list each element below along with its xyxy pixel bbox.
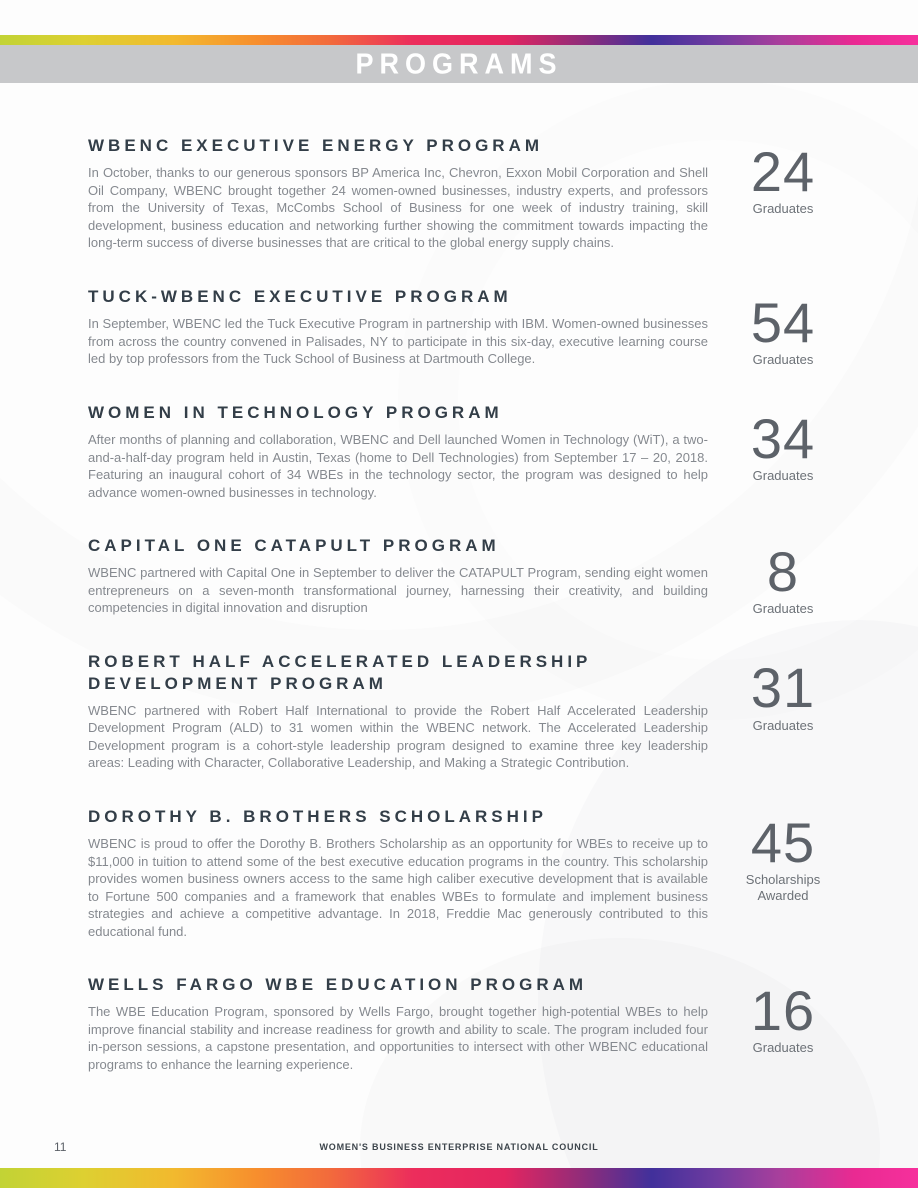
stat-label: Graduates — [752, 601, 814, 617]
program-title: WOMEN IN TECHNOLOGY PROGRAM — [88, 402, 503, 422]
program-text-column: ROBERT HALF ACCELERATED LEADERSHIP DEVEL… — [88, 651, 708, 772]
program-description: In September, WBENC led the Tuck Executi… — [88, 316, 708, 366]
program-text-column: CAPITAL ONE CATAPULT PROGRAM WBENC partn… — [88, 535, 708, 617]
program-section: WBENC EXECUTIVE ENERGY PROGRAM In Octobe… — [88, 135, 858, 252]
program-section: TUCK-WBENC EXECUTIVE PROGRAM In Septembe… — [88, 286, 858, 368]
program-stat: 45 Scholarships Awarded — [708, 806, 858, 940]
program-description: After months of planning and collaborati… — [88, 432, 708, 500]
program-stat: 34 Graduates — [708, 402, 858, 501]
page-header-banner: PROGRAMS — [0, 45, 918, 83]
program-title: CAPITAL ONE CATAPULT PROGRAM — [88, 536, 500, 556]
program-description: In October, thanks to our generous spons… — [88, 165, 708, 251]
stat-label: Graduates — [752, 201, 814, 217]
program-description: WBENC partnered with Capital One in Sept… — [88, 565, 708, 616]
program-title: WBENC EXECUTIVE ENERGY PROGRAM — [88, 136, 544, 155]
page-title: PROGRAMS — [355, 47, 563, 80]
program-section: WOMEN IN TECHNOLOGY PROGRAM After months… — [88, 402, 858, 501]
program-section: WELLS FARGO WBE EDUCATION PROGRAM The WB… — [88, 974, 858, 1073]
program-stat: 8 Graduates — [708, 535, 858, 617]
program-description: WBENC partnered with Robert Half Interna… — [88, 702, 708, 771]
rainbow-accent-bar-bottom — [0, 1168, 918, 1188]
program-stat: 31 Graduates — [708, 651, 858, 772]
programs-list: WBENC EXECUTIVE ENERGY PROGRAM In Octobe… — [0, 83, 918, 1107]
program-text-column: WBENC EXECUTIVE ENERGY PROGRAM In Octobe… — [88, 135, 708, 252]
program-stat: 16 Graduates — [708, 974, 858, 1073]
program-title: DOROTHY B. BROTHERS SCHOLARSHIP — [88, 806, 547, 826]
rainbow-accent-bar-top — [0, 35, 918, 45]
page-footer: 11 WOMEN'S BUSINESS ENTERPRISE NATIONAL … — [0, 1138, 918, 1160]
stat-label: Graduates — [752, 717, 814, 733]
stat-value: 45 — [750, 810, 816, 874]
stat-label: Graduates — [752, 468, 814, 484]
program-section: CAPITAL ONE CATAPULT PROGRAM WBENC partn… — [88, 535, 858, 617]
stat-value: 8 — [766, 540, 800, 604]
stat-value: 16 — [750, 979, 816, 1043]
program-text-column: WOMEN IN TECHNOLOGY PROGRAM After months… — [88, 402, 708, 501]
stat-value: 24 — [750, 140, 816, 203]
stat-label: Graduates — [752, 351, 814, 367]
stat-label: Graduates — [752, 1040, 814, 1056]
stat-value: 31 — [750, 656, 816, 720]
program-title: WELLS FARGO WBE EDUCATION PROGRAM — [88, 975, 588, 995]
footer-org-name: WOMEN'S BUSINESS ENTERPRISE NATIONAL COU… — [319, 1142, 599, 1152]
program-text-column: DOROTHY B. BROTHERS SCHOLARSHIP WBENC is… — [88, 806, 708, 940]
program-text-column: TUCK-WBENC EXECUTIVE PROGRAM In Septembe… — [88, 286, 708, 368]
page-number: 11 — [54, 1140, 67, 1154]
stat-value: 34 — [750, 406, 816, 470]
program-description: WBENC is proud to offer the Dorothy B. B… — [88, 836, 708, 939]
program-title: TUCK-WBENC EXECUTIVE PROGRAM — [88, 286, 512, 306]
program-stat: 54 Graduates — [708, 286, 858, 368]
program-section: DOROTHY B. BROTHERS SCHOLARSHIP WBENC is… — [88, 806, 858, 940]
program-stat: 24 Graduates — [708, 135, 858, 252]
program-description: The WBE Education Program, sponsored by … — [88, 1004, 708, 1072]
program-text-column: WELLS FARGO WBE EDUCATION PROGRAM The WB… — [88, 974, 708, 1073]
stat-value: 54 — [750, 290, 816, 354]
program-title: ROBERT HALF ACCELERATED LEADERSHIP DEVEL… — [88, 652, 592, 693]
program-section: ROBERT HALF ACCELERATED LEADERSHIP DEVEL… — [88, 651, 858, 772]
stat-label: Scholarships Awarded — [745, 872, 821, 904]
